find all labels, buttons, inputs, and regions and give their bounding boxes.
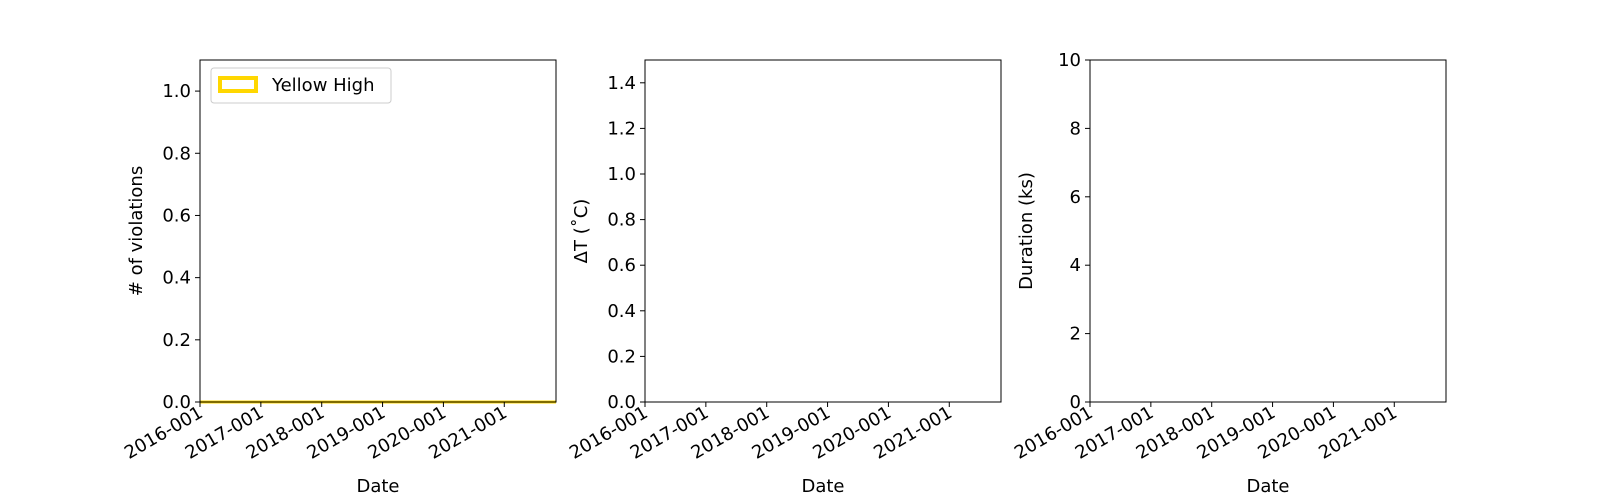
y-axis-label: # of violations <box>126 166 147 296</box>
chart-panel-3: 02468102016-0012017-0012018-0012019-0012… <box>1011 50 1447 497</box>
legend: Yellow High <box>210 67 392 104</box>
plot-frame <box>644 59 1002 403</box>
y-tick-label: 0.0 <box>162 392 191 413</box>
y-tick-label: 0 <box>1070 392 1081 413</box>
plot-frame <box>1089 59 1447 403</box>
y-tick-label: 0.2 <box>162 330 191 351</box>
y-axis-label: ΔT (˚C) <box>571 199 592 264</box>
y-tick-label: 2 <box>1070 324 1081 345</box>
y-tick-label: 0.6 <box>162 205 191 226</box>
y-tick-label: 4 <box>1070 255 1081 276</box>
y-tick-label: 10 <box>1058 50 1081 71</box>
y-tick-label: 0.8 <box>162 143 191 164</box>
y-tick-label: 0.0 <box>607 392 636 413</box>
plot-frame <box>199 59 557 403</box>
y-tick-label: 1.0 <box>162 81 191 102</box>
y-tick-label: 0.6 <box>607 255 636 276</box>
y-tick-label: 1.2 <box>607 118 636 139</box>
y-tick-label: 1.4 <box>607 73 636 94</box>
y-tick-label: 1.0 <box>607 164 636 185</box>
x-axis-label: Date <box>801 476 844 497</box>
y-tick-label: 8 <box>1070 118 1081 139</box>
y-tick-label: 0.4 <box>162 268 191 289</box>
y-axis-label: Duration (ks) <box>1016 172 1037 290</box>
legend-swatch <box>218 76 258 93</box>
y-tick-label: 6 <box>1070 187 1081 208</box>
y-tick-label: 0.2 <box>607 346 636 367</box>
y-tick-label: 0.8 <box>607 210 636 231</box>
x-axis-label: Date <box>356 476 399 497</box>
y-tick-label: 0.4 <box>607 301 636 322</box>
x-axis-label: Date <box>1246 476 1289 497</box>
legend-entry: Yellow High <box>271 75 375 96</box>
